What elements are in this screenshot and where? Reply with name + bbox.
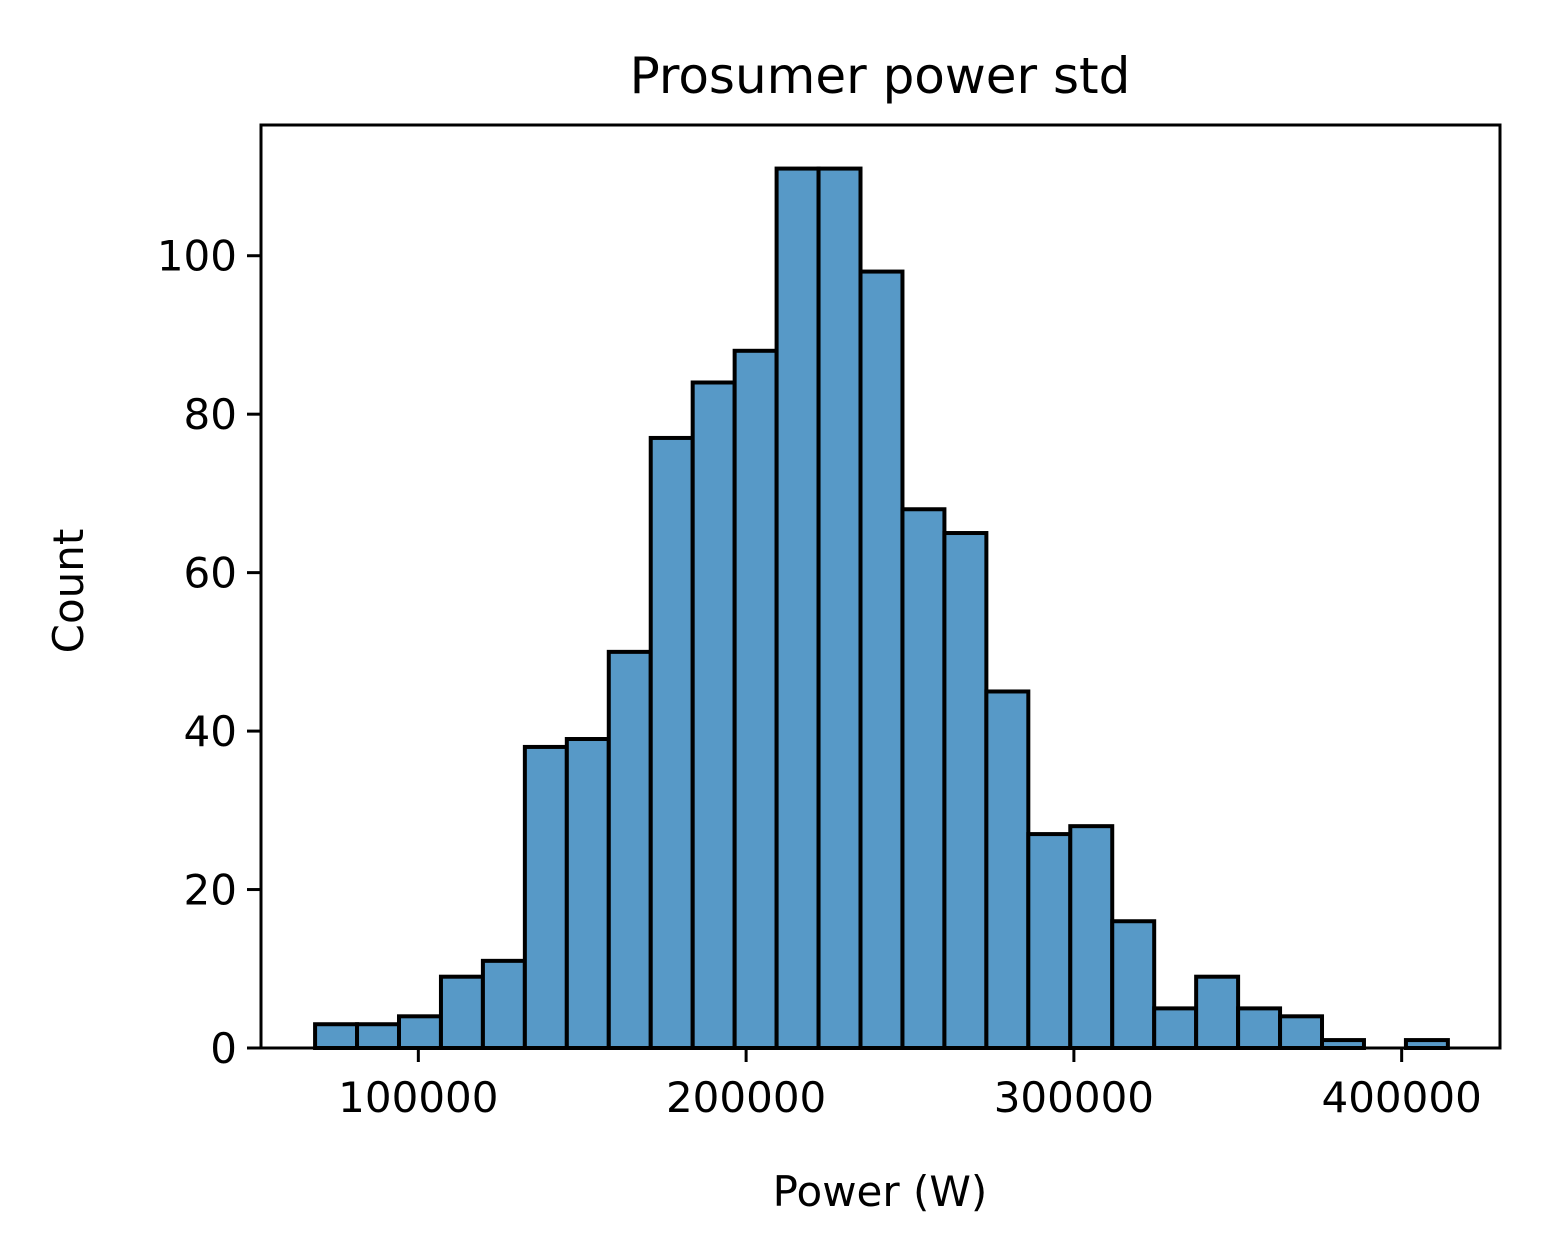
histogram-bar bbox=[355, 1022, 401, 1051]
histogram-bar bbox=[648, 435, 695, 1050]
histogram-bar bbox=[564, 737, 611, 1050]
histogram-bar bbox=[438, 974, 485, 1050]
histogram-bar bbox=[1236, 1006, 1283, 1051]
x-tick-label: 300000 bbox=[994, 1073, 1154, 1122]
histogram-bar bbox=[816, 166, 863, 1050]
histogram-bar bbox=[396, 1014, 443, 1051]
y-axis-label: Count bbox=[44, 529, 93, 654]
histogram-bar bbox=[1152, 1006, 1199, 1051]
x-axis-label: Power (W) bbox=[773, 1167, 988, 1216]
x-tick-label: 200000 bbox=[666, 1073, 826, 1122]
y-tick-label: 100 bbox=[157, 232, 237, 281]
y-tick-label: 60 bbox=[184, 549, 237, 598]
plot-frame bbox=[259, 123, 1502, 1050]
histogram-bar bbox=[984, 689, 1031, 1050]
y-axis-ticks: 0 20 40 60 80 100 bbox=[157, 232, 261, 1073]
histogram-bar bbox=[858, 269, 905, 1050]
histogram-bar bbox=[1278, 1014, 1325, 1051]
y-tick-label: 80 bbox=[184, 390, 237, 439]
histogram-bar bbox=[732, 348, 779, 1050]
histogram-bar bbox=[480, 958, 527, 1051]
y-tick-label: 20 bbox=[184, 866, 237, 915]
histogram-bar bbox=[606, 649, 653, 1050]
histogram-bar bbox=[1068, 824, 1115, 1050]
histogram-bar bbox=[900, 507, 947, 1050]
bars-group bbox=[313, 166, 1450, 1051]
y-tick-label: 40 bbox=[184, 707, 237, 756]
x-axis-ticks: 100000 200000 300000 400000 bbox=[338, 1048, 1482, 1122]
chart-title: Prosumer power std bbox=[630, 47, 1131, 105]
y-tick-label: 0 bbox=[210, 1024, 237, 1073]
histogram-bar bbox=[1026, 832, 1073, 1050]
histogram-bar bbox=[1110, 919, 1157, 1050]
histogram-bar bbox=[942, 531, 989, 1050]
x-tick-label: 100000 bbox=[338, 1073, 498, 1122]
histogram-bar bbox=[522, 744, 569, 1050]
histogram-bar bbox=[690, 380, 737, 1050]
histogram-bar bbox=[774, 166, 821, 1050]
histogram-bar bbox=[313, 1022, 360, 1051]
histogram-bar bbox=[1194, 974, 1241, 1050]
x-tick-label: 400000 bbox=[1321, 1073, 1481, 1122]
